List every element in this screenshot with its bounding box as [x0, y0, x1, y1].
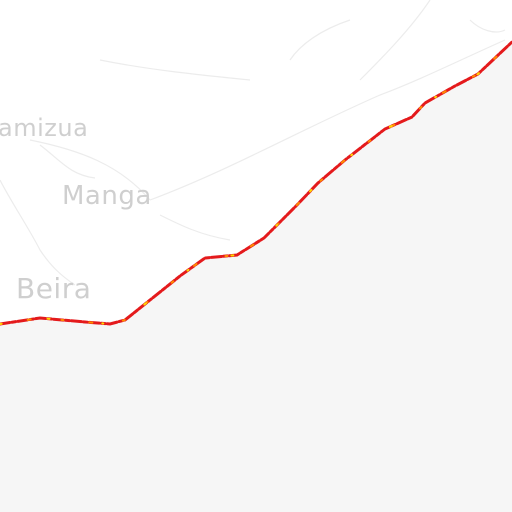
river-line [159, 214, 231, 241]
road-line [99, 59, 251, 81]
coastline [0, 40, 512, 326]
road-line [0, 179, 76, 286]
land-area [0, 0, 512, 324]
river-line [39, 144, 96, 179]
coastline-red-segment [0, 40, 512, 326]
road-line [289, 19, 351, 61]
river-line [469, 19, 506, 33]
road-line [359, 0, 431, 81]
place-label-beira: Beira [16, 272, 92, 305]
road-line [29, 139, 151, 201]
road-line [149, 39, 506, 201]
land-features [0, 0, 505, 285]
place-label-amizua: amizua [0, 114, 89, 142]
place-label-manga: Manga [62, 181, 152, 211]
